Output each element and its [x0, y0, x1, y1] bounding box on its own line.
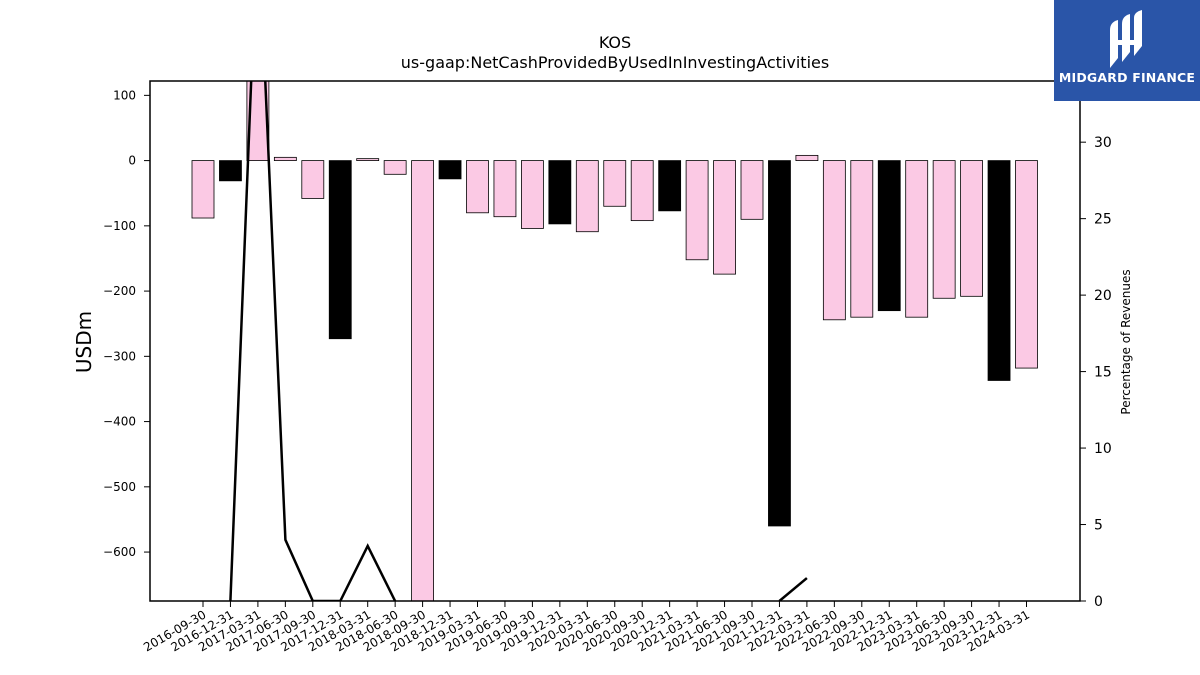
y-tick-label: −200 — [103, 284, 136, 298]
bar-2020-09-30 — [630, 160, 654, 222]
bar-2020-03-31 — [575, 160, 599, 233]
bar-2022-06-30 — [822, 160, 846, 321]
midgard-logo-icon — [1110, 10, 1142, 68]
bar-2022-03-31 — [795, 154, 819, 161]
bar-2021-09-30 — [740, 160, 764, 220]
bar-2022-12-31 — [877, 160, 901, 312]
line-layer — [229, 81, 808, 601]
y2-tick-label: 10 — [1094, 441, 1112, 457]
y2-tick-label: 0 — [1094, 594, 1103, 610]
y-tick-label: −100 — [103, 219, 136, 233]
bar-2016-09-30 — [191, 160, 215, 219]
y-tick-label: −600 — [103, 545, 136, 559]
y2-axis-label: Percentage of Revenues — [1119, 269, 1133, 414]
y-tick-label: −500 — [103, 480, 136, 494]
y-tick-label: −400 — [103, 415, 136, 429]
pct-revenue-line — [229, 81, 397, 601]
bars-layer — [191, 81, 1038, 601]
bar-2020-12-31 — [658, 160, 682, 212]
bar-2017-03-31 — [246, 81, 270, 161]
y2-tick-label: 20 — [1094, 288, 1112, 304]
bar-2017-09-30 — [301, 160, 325, 199]
bar-2019-09-30 — [521, 160, 544, 229]
bar-2023-09-30 — [960, 160, 983, 297]
brand-badge: MIDGARD FINANCE — [1054, 0, 1200, 101]
bar-2019-06-30 — [493, 160, 517, 218]
bar-2018-09-30 — [411, 160, 435, 601]
bar-2016-12-31 — [219, 160, 242, 182]
bar-2019-03-31 — [466, 160, 489, 214]
bar-2021-12-31 — [768, 160, 791, 527]
y-axis-label: USDm — [72, 311, 96, 373]
bar-2018-06-30 — [383, 160, 407, 175]
bar-2021-03-31 — [685, 160, 709, 261]
bar-2024-03-31 — [1015, 160, 1038, 369]
bar-2023-06-30 — [932, 160, 956, 299]
bar-2023-03-31 — [905, 160, 929, 318]
bar-2021-06-30 — [713, 160, 736, 275]
chart-title: KOS — [599, 33, 631, 52]
y-tick-label: 100 — [113, 88, 136, 102]
bar-2019-12-31 — [548, 160, 572, 225]
pct-revenue-line — [778, 577, 808, 601]
bar-2018-03-31 — [356, 158, 380, 161]
bar-2020-06-30 — [603, 160, 627, 207]
y-tick-label: −300 — [103, 349, 136, 363]
bar-2023-12-31 — [987, 160, 1011, 381]
y2-tick-label: 5 — [1094, 518, 1103, 534]
y-tick-label: 0 — [128, 154, 136, 168]
chart-subtitle: us-gaap:NetCashProvidedByUsedInInvesting… — [401, 53, 829, 72]
brand-name: MIDGARD FINANCE — [1058, 70, 1196, 85]
bar-2022-09-30 — [850, 160, 874, 318]
bar-2018-12-31 — [438, 160, 462, 180]
y2-tick-label: 30 — [1094, 135, 1112, 151]
y2-tick-label: 15 — [1094, 365, 1112, 381]
bar-2017-06-30 — [273, 156, 297, 161]
bar-2017-12-31 — [328, 160, 352, 340]
y2-tick-label: 25 — [1094, 212, 1112, 228]
